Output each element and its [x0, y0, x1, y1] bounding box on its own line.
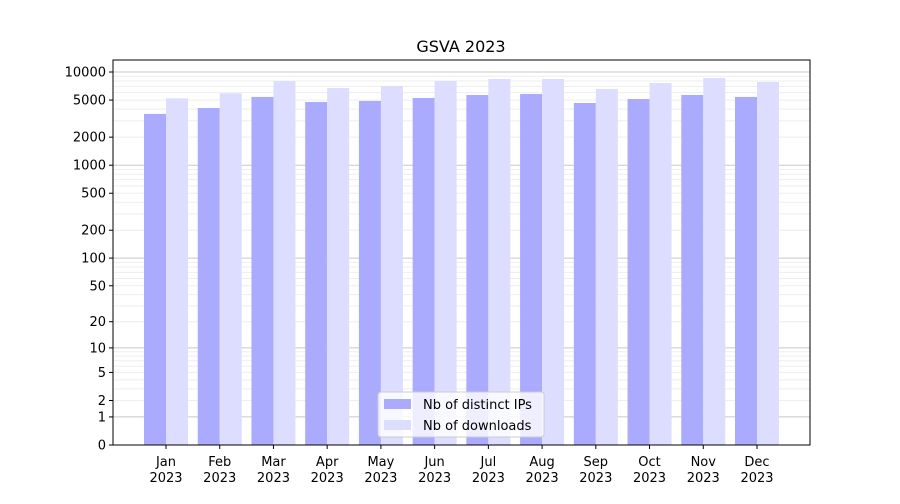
x-tick-label: Nov 2023	[687, 455, 720, 486]
bar-downloads	[219, 93, 242, 446]
x-tick-label: Feb 2023	[203, 455, 236, 486]
y-tick-label: 10	[89, 341, 106, 356]
x-tick-label: May 2023	[364, 455, 397, 486]
y-tick-label: 50	[89, 279, 106, 294]
x-tick-label: Sep 2023	[579, 455, 612, 486]
y-tick-label: 200	[81, 224, 106, 239]
y-tick-label: 10000	[65, 65, 106, 80]
bar-distinct-ips	[144, 113, 166, 445]
bar-distinct-ips	[681, 94, 704, 445]
x-tick-label: Dec 2023	[740, 455, 773, 486]
bar-distinct-ips	[305, 101, 328, 446]
y-tick-label: 5000	[73, 94, 106, 109]
bar-distinct-ips	[197, 107, 220, 446]
bar-downloads	[166, 98, 188, 446]
x-tick-label: Oct 2023	[633, 455, 666, 486]
x-tick-label: Apr 2023	[311, 455, 344, 486]
bar-distinct-ips	[735, 96, 757, 446]
bar-distinct-ips	[412, 98, 435, 446]
x-tick-label: Aug 2023	[526, 455, 559, 486]
bar-downloads	[273, 81, 296, 445]
y-tick-label: 500	[81, 187, 106, 202]
legend: Nb of distinct IPs Nb of downloads	[377, 391, 545, 438]
bar-downloads	[434, 81, 457, 445]
chart-title: GSVA 2023	[416, 37, 505, 56]
bar-downloads	[488, 79, 511, 445]
bar-distinct-ips	[251, 96, 274, 446]
x-tick-label: Jul 2023	[472, 455, 505, 486]
bar-downloads	[703, 77, 726, 445]
plot-frame	[112, 59, 811, 446]
legend-label-ips: Nb of distinct IPs	[423, 398, 532, 413]
y-axis: 0 12 5 10 20 50 100 200 500 1000 2000 5000 10000	[65, 65, 113, 454]
bars	[144, 77, 779, 446]
y-tick-label: 2000	[73, 131, 106, 146]
bar-distinct-ips	[358, 100, 381, 445]
bar-downloads	[757, 82, 779, 446]
x-tick-label: Mar 2023	[257, 455, 290, 486]
y-tick-label: 5	[98, 366, 106, 381]
bar-distinct-ips	[466, 94, 489, 445]
x-tick-label: Jun 2023	[418, 455, 451, 486]
y-tick-label: 0	[98, 439, 106, 454]
x-tick-label: Jan 2023	[149, 455, 182, 486]
bar-distinct-ips	[520, 93, 543, 445]
bar-downloads	[542, 79, 565, 445]
legend-swatch-downloads	[384, 420, 411, 430]
bar-distinct-ips	[573, 103, 596, 445]
y-tick-label: 20	[89, 315, 106, 330]
y-tick-label: 1	[98, 410, 106, 425]
y-tick-label: 100	[81, 252, 106, 267]
legend-swatch-ips	[384, 399, 411, 409]
bar-downloads	[327, 88, 350, 445]
legend-box	[377, 391, 545, 438]
bar-distinct-ips	[627, 99, 650, 446]
bar-downloads	[649, 83, 672, 446]
bar-downloads	[595, 88, 618, 446]
legend-label-downloads: Nb of downloads	[423, 419, 532, 434]
y-tick-label: 2	[98, 394, 106, 409]
y-tick-label: 1000	[73, 159, 106, 174]
bar-downloads	[380, 85, 403, 446]
x-axis: Jan 2023 Feb 2023 Mar 2023 Apr 2023 May 2023 Jun 20…	[149, 445, 774, 486]
